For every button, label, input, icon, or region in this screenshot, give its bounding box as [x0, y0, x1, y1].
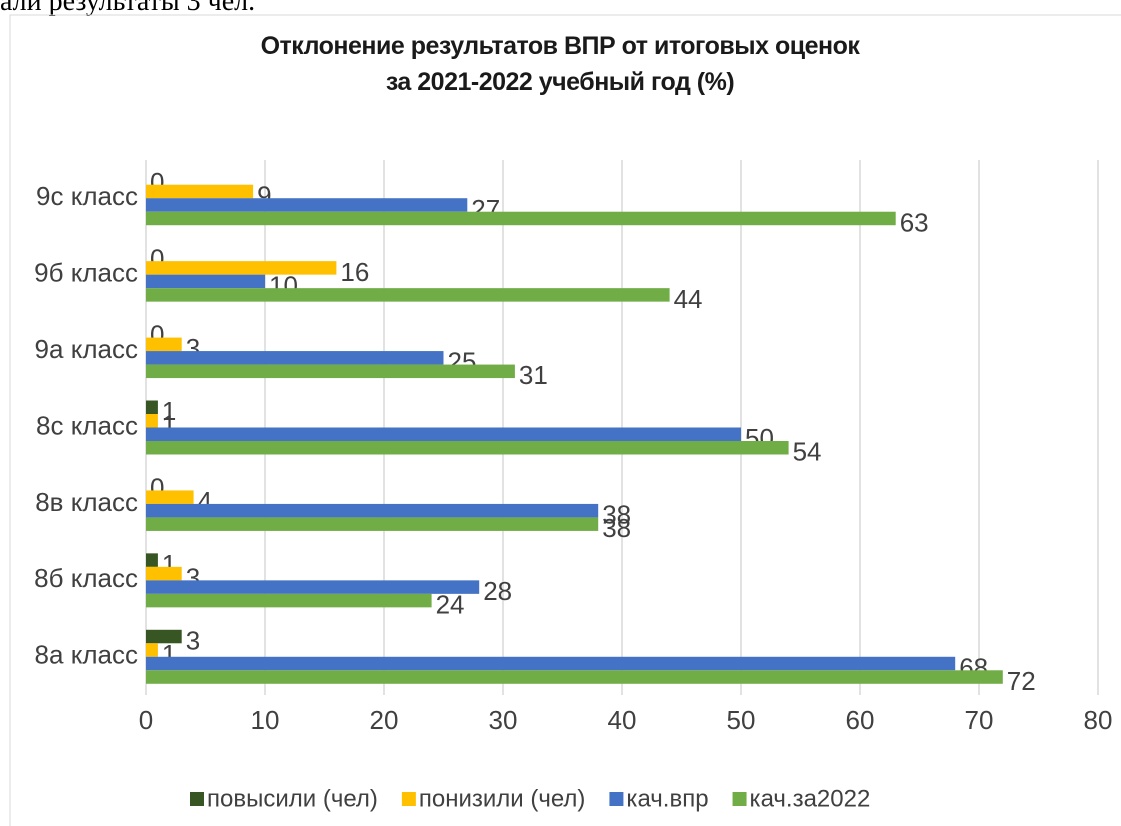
bar — [146, 184, 254, 199]
x-tick-label: 30 — [489, 705, 518, 735]
y-tick-label: 8в класс — [35, 487, 138, 517]
data-label: 31 — [519, 360, 548, 390]
legend-swatch — [190, 792, 204, 806]
bar — [146, 274, 265, 289]
data-label: 28 — [483, 576, 512, 606]
data-label: 1 — [162, 396, 176, 426]
chart-frame — [9, 14, 1121, 826]
legend-label: понизили (чел) — [419, 785, 586, 812]
bar — [146, 566, 182, 581]
y-tick-label: 9а класс — [35, 334, 138, 364]
bar — [146, 593, 432, 608]
bar — [146, 427, 741, 441]
data-label: 44 — [674, 284, 703, 314]
bar — [146, 337, 182, 352]
x-tick-label: 0 — [139, 705, 153, 735]
legend-swatch — [401, 792, 416, 806]
y-tick-label: 8а класс — [35, 640, 138, 670]
y-tick-label: 8с класс — [36, 410, 138, 440]
data-label: 38 — [602, 513, 631, 543]
x-tick-label: 40 — [608, 705, 637, 735]
bar — [146, 400, 158, 414]
bar — [146, 643, 158, 657]
y-tick-label: 9с класс — [36, 181, 138, 211]
data-label: 54 — [793, 437, 822, 467]
data-label: 16 — [340, 257, 369, 287]
x-tick-label: 50 — [727, 705, 756, 735]
bar — [146, 670, 1003, 684]
bar — [146, 580, 480, 594]
data-label: 38 — [602, 500, 631, 530]
bar — [146, 288, 670, 302]
bar — [146, 490, 194, 504]
bar — [146, 517, 599, 531]
bar — [146, 211, 896, 226]
x-tick-label: 80 — [1084, 705, 1113, 735]
x-tick-label: 60 — [846, 705, 875, 735]
legend-label: кач.за2022 — [750, 785, 871, 812]
legend-label: повысили (чел) — [207, 785, 378, 812]
x-tick-label: 10 — [251, 705, 280, 735]
legend-swatch — [732, 792, 747, 806]
data-label: 72 — [1007, 666, 1036, 696]
legend-label: кач.впр — [626, 785, 708, 812]
data-label: 24 — [436, 589, 465, 619]
bar — [146, 351, 444, 365]
x-tick-label: 70 — [965, 705, 994, 735]
data-label: 63 — [900, 207, 929, 237]
bar — [146, 553, 158, 567]
bar — [146, 503, 599, 518]
bar — [146, 198, 468, 212]
x-tick-label: 20 — [370, 705, 399, 735]
bar — [146, 364, 515, 379]
y-tick-label: 9б класс — [34, 258, 138, 288]
bar — [146, 656, 956, 671]
data-label: 3 — [186, 625, 200, 655]
bar — [146, 441, 789, 455]
legend-swatch — [609, 792, 624, 806]
chart-title: Отклонение результатов ВПР от итоговых о… — [260, 32, 860, 96]
y-tick-label: 8б класс — [34, 563, 138, 593]
bar — [146, 261, 337, 275]
bar — [146, 629, 182, 644]
bar — [146, 414, 158, 428]
page-text: али результаты 3 чел. — [0, 0, 256, 17]
